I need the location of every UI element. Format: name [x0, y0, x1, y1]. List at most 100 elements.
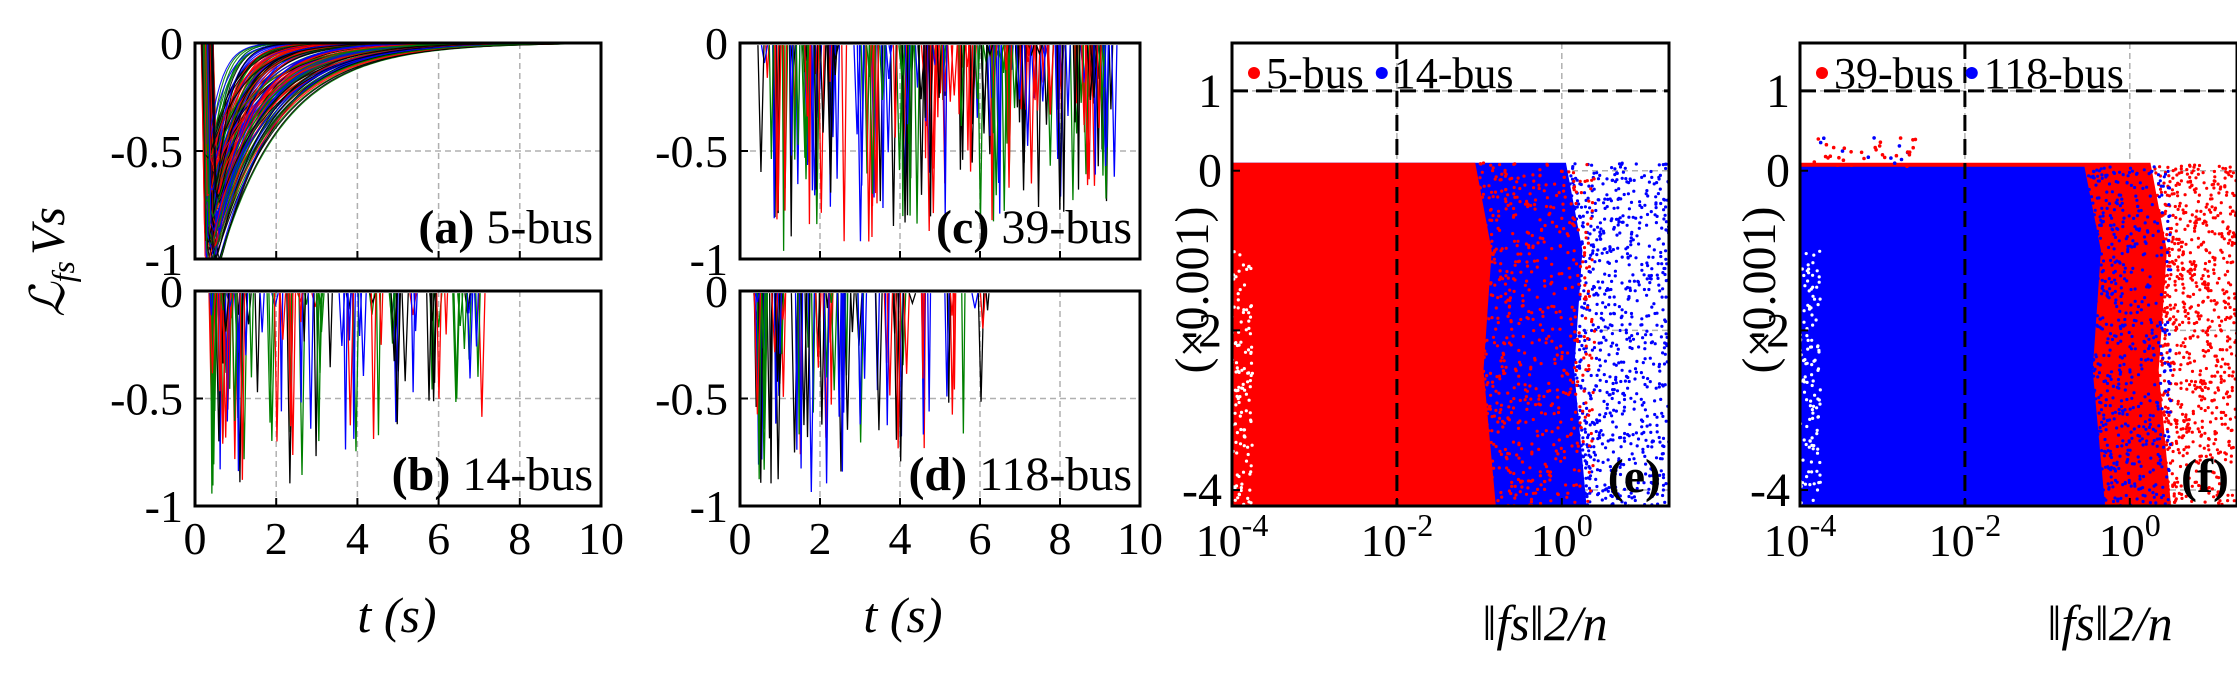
series-point-14-bus — [1584, 476, 1588, 480]
series-point-14-bus — [1661, 308, 1665, 312]
series-point-118-bus — [2091, 455, 2095, 459]
series-point-14-bus — [1604, 338, 1608, 342]
series-point-14-bus — [1571, 231, 1576, 235]
series-point-5-bus — [1577, 469, 1581, 473]
series-point-5-bus — [1481, 281, 1485, 285]
trace-d — [823, 293, 830, 484]
series-gap-118-bus — [1807, 289, 1811, 293]
series-point-14-bus — [1581, 221, 1585, 225]
series-point-5-bus — [1501, 425, 1505, 429]
series-point-39-bus — [2230, 374, 2234, 378]
y-tick-label-b: -1 — [145, 481, 183, 532]
series-point-39-bus — [2187, 352, 2192, 356]
trace-b — [357, 293, 363, 336]
trace-c — [957, 45, 962, 115]
series-point-39-bus — [2160, 267, 2164, 271]
series-point-5-bus — [1484, 315, 1488, 319]
series-point-14-bus — [1581, 436, 1585, 440]
series-gap-118-bus — [1804, 442, 1808, 447]
series-point-118-bus — [2120, 323, 2124, 327]
series-point-39-bus — [2199, 314, 2203, 318]
series-point-118-bus — [2148, 418, 2152, 422]
series-point-118-bus — [2159, 381, 2163, 385]
trace-c — [1101, 45, 1106, 67]
trace-b — [429, 293, 436, 322]
series-point-39-bus — [2179, 167, 2183, 171]
series-point-39-bus — [2200, 242, 2204, 246]
series-gap-5-bus — [1249, 464, 1253, 468]
series-point-14-bus — [1597, 491, 1601, 496]
series-point-5-bus — [1573, 330, 1577, 334]
series-point-39-bus — [2223, 306, 2227, 310]
series-point-5-bus — [1560, 216, 1564, 220]
series-point-14-bus — [1647, 287, 1651, 292]
series-point-5-bus — [1479, 249, 1483, 253]
series-point-39-bus — [2176, 268, 2180, 272]
series-point-14-bus — [1643, 454, 1647, 458]
series-point-118-bus — [2087, 287, 2091, 291]
series-point-39-bus — [2162, 379, 2167, 383]
series-point-118-bus — [2166, 219, 2170, 223]
series-point-14-bus — [1633, 367, 1638, 371]
trace-a — [209, 43, 601, 153]
series-point-14-bus — [1627, 207, 1631, 211]
series-point-118-bus — [2119, 274, 2123, 278]
trace-d — [908, 292, 917, 306]
series-point-5-bus — [1538, 470, 1542, 474]
series-point-14-bus — [1603, 359, 1607, 363]
trace-b — [393, 293, 399, 423]
series-point-118-bus — [2122, 270, 2127, 274]
series-point-118-bus — [2097, 169, 2101, 173]
trace-d — [949, 293, 955, 316]
series-point-14-bus — [1579, 182, 1583, 187]
series-point-39-bus — [2201, 221, 2205, 225]
series-point-39-bus — [2209, 299, 2213, 303]
outlier-point-f — [1877, 144, 1882, 148]
series-point-5-bus — [1567, 170, 1571, 174]
plot-area-e — [1232, 43, 1669, 506]
x-tick-label-b: 6 — [427, 513, 450, 564]
series-point-39-bus — [2153, 358, 2157, 362]
series-point-118-bus — [2101, 211, 2105, 215]
series-point-5-bus — [1523, 202, 1528, 206]
series-point-5-bus — [1584, 236, 1588, 240]
series-point-5-bus — [1512, 206, 1516, 211]
series-point-5-bus — [1533, 358, 1537, 362]
series-point-118-bus — [2159, 433, 2163, 437]
series-point-39-bus — [2176, 402, 2180, 406]
series-point-39-bus — [2222, 256, 2226, 260]
series-point-5-bus — [1525, 260, 1529, 264]
series-point-39-bus — [2168, 318, 2172, 322]
trace-b — [410, 293, 416, 393]
series-point-39-bus — [2194, 263, 2198, 267]
series-point-5-bus — [1587, 444, 1592, 448]
panel-caption-b: (b) 14-bus — [392, 448, 593, 501]
series-gap-5-bus — [1246, 452, 1250, 457]
series-point-5-bus — [1523, 183, 1527, 187]
series-point-5-bus — [1520, 460, 1524, 464]
series-point-118-bus — [2126, 250, 2130, 254]
series-gap-118-bus — [1811, 379, 1815, 383]
series-point-39-bus — [2225, 260, 2229, 264]
series-gap-5-bus — [1249, 373, 1253, 378]
series-point-118-bus — [2154, 492, 2159, 496]
series-point-14-bus — [1611, 489, 1615, 493]
series-point-5-bus — [1559, 169, 1564, 173]
series-point-14-bus — [1628, 339, 1632, 343]
series-point-5-bus — [1515, 453, 1519, 457]
series-point-5-bus — [1584, 368, 1588, 372]
series-point-118-bus — [2169, 268, 2173, 272]
series-point-118-bus — [2087, 418, 2091, 422]
outlier-point-f — [1822, 136, 1826, 140]
series-point-118-bus — [2087, 465, 2091, 469]
series-point-5-bus — [1479, 208, 1483, 212]
series-point-14-bus — [1575, 199, 1580, 203]
series-point-5-bus — [1562, 368, 1566, 372]
series-point-118-bus — [2097, 460, 2101, 464]
series-point-5-bus — [1493, 190, 1498, 194]
series-point-118-bus — [2133, 347, 2137, 351]
series-point-5-bus — [1499, 408, 1503, 412]
series-point-14-bus — [1594, 429, 1598, 434]
series-point-14-bus — [1637, 283, 1641, 287]
series-point-39-bus — [2177, 171, 2181, 175]
